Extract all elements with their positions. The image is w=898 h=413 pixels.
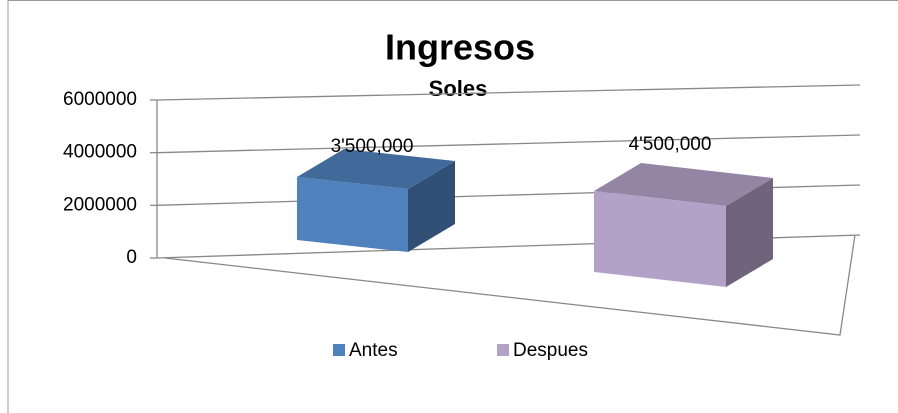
bar [594, 191, 726, 287]
y-tick-label: 4000000 [63, 142, 137, 163]
bar-top [297, 149, 455, 189]
y-tick-label: 0 [126, 247, 137, 268]
legend-swatch [333, 344, 345, 356]
bar-top [594, 163, 773, 206]
chart-title: Ingresos [385, 27, 535, 68]
grid-line [156, 134, 861, 154]
data-label: 4'500,000 [629, 134, 712, 155]
bar-side [408, 161, 455, 252]
grid-line [156, 84, 861, 101]
legend-swatch [497, 344, 509, 356]
bar [297, 177, 408, 252]
data-label: 3'500,000 [331, 136, 414, 157]
legend-label: Despues [513, 340, 588, 361]
y-tick-label: 2000000 [63, 194, 137, 215]
legend-label: Antes [349, 340, 398, 361]
bar-side [726, 178, 773, 287]
y-tick-label: 6000000 [63, 89, 137, 110]
floor-edge [164, 234, 856, 336]
chart-subtitle: Soles [429, 76, 488, 101]
